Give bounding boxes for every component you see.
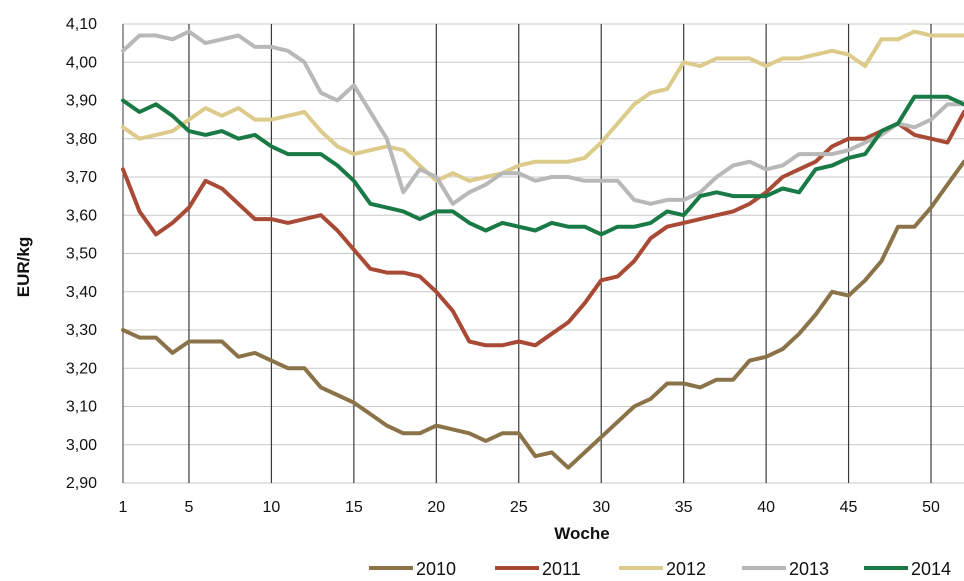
- legend: 2010 2011 2012 2013 2014: [369, 559, 951, 579]
- y-axis-ticks: 2,90 3,00 3,10 3,20 3,30 3,40 3,50 3,60 3,70 3,80…: [66, 16, 97, 492]
- y-tick-label: 3,50: [66, 246, 97, 263]
- series-line-2012: [121, 29, 964, 183]
- x-tick-label: 50: [922, 499, 940, 516]
- x-tick-label: 35: [675, 499, 693, 516]
- x-tick-label: 25: [510, 499, 528, 516]
- series-lines: [121, 29, 964, 470]
- series-line-2013: [121, 29, 964, 206]
- y-tick-label: 3,60: [66, 207, 97, 224]
- y-tick-label: 3,00: [66, 437, 97, 454]
- y-tick-label: 3,10: [66, 399, 97, 416]
- x-axis-label: Woche: [554, 524, 609, 543]
- x-axis-ticks: 1 5 10 15 20 25 30 35 40 45 50: [119, 499, 940, 516]
- x-tick-label: 30: [592, 499, 610, 516]
- legend-label-2010: 2010: [416, 559, 456, 579]
- grid: [122, 23, 964, 484]
- y-tick-label: 4,10: [66, 16, 97, 33]
- y-axis-label: EUR/kg: [14, 237, 33, 297]
- y-tick-label: 3,20: [66, 360, 97, 377]
- y-tick-label: 3,40: [66, 284, 97, 301]
- y-tick-label: 3,70: [66, 169, 97, 186]
- legend-label-2014: 2014: [911, 559, 951, 579]
- x-tick-label: 5: [185, 499, 194, 516]
- y-tick-label: 3,90: [66, 93, 97, 110]
- series-line-2010: [121, 159, 964, 470]
- x-tick-label: 40: [757, 499, 775, 516]
- x-tick-label: 45: [840, 499, 858, 516]
- x-tick-label: 15: [345, 499, 363, 516]
- y-tick-label: 4,00: [66, 54, 97, 71]
- y-tick-label: 2,90: [66, 475, 97, 492]
- legend-label-2011: 2011: [542, 559, 581, 579]
- y-tick-label: 3,30: [66, 322, 97, 339]
- y-tick-label: 3,80: [66, 131, 97, 148]
- x-tick-label: 20: [427, 499, 445, 516]
- legend-label-2012: 2012: [666, 559, 706, 579]
- x-tick-label: 10: [263, 499, 281, 516]
- x-tick-label: 1: [119, 499, 128, 516]
- legend-label-2013: 2013: [789, 559, 829, 579]
- series-line-2014: [121, 94, 964, 237]
